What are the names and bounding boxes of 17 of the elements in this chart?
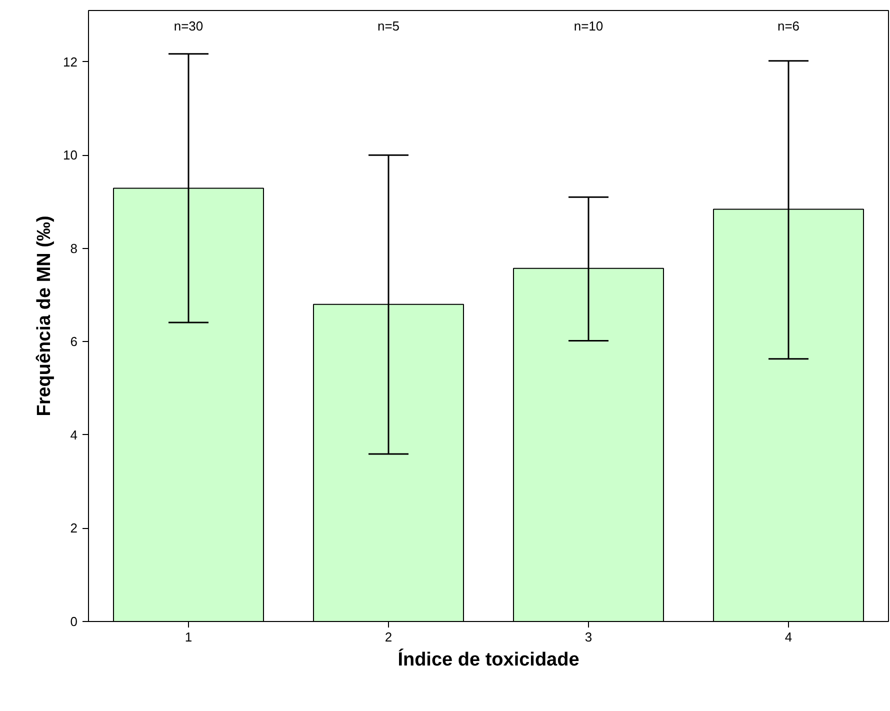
y-tick-label: 2 — [70, 520, 78, 536]
x-tick-label: 2 — [384, 630, 392, 644]
y-tick-label: 4 — [70, 427, 78, 442]
x-tick-label: 3 — [584, 630, 592, 644]
y-tick-label: 12 — [63, 54, 78, 70]
x-axis-title: Índice de toxicidade — [398, 648, 580, 670]
y-tick-label: 6 — [70, 334, 78, 350]
y-tick-label: 10 — [63, 148, 78, 163]
annotation: n=6 — [777, 18, 800, 34]
x-tick-label: 1 — [184, 630, 192, 644]
x-tick-label: 4 — [784, 630, 792, 644]
annotation: n=5 — [377, 18, 400, 34]
y-tick-label: 0 — [70, 614, 78, 629]
y-axis-title: Frequência de MN (‰) — [34, 216, 56, 416]
annotation: n=30 — [174, 18, 204, 34]
annotation: n=10 — [574, 18, 604, 34]
y-tick-label: 8 — [70, 240, 78, 256]
